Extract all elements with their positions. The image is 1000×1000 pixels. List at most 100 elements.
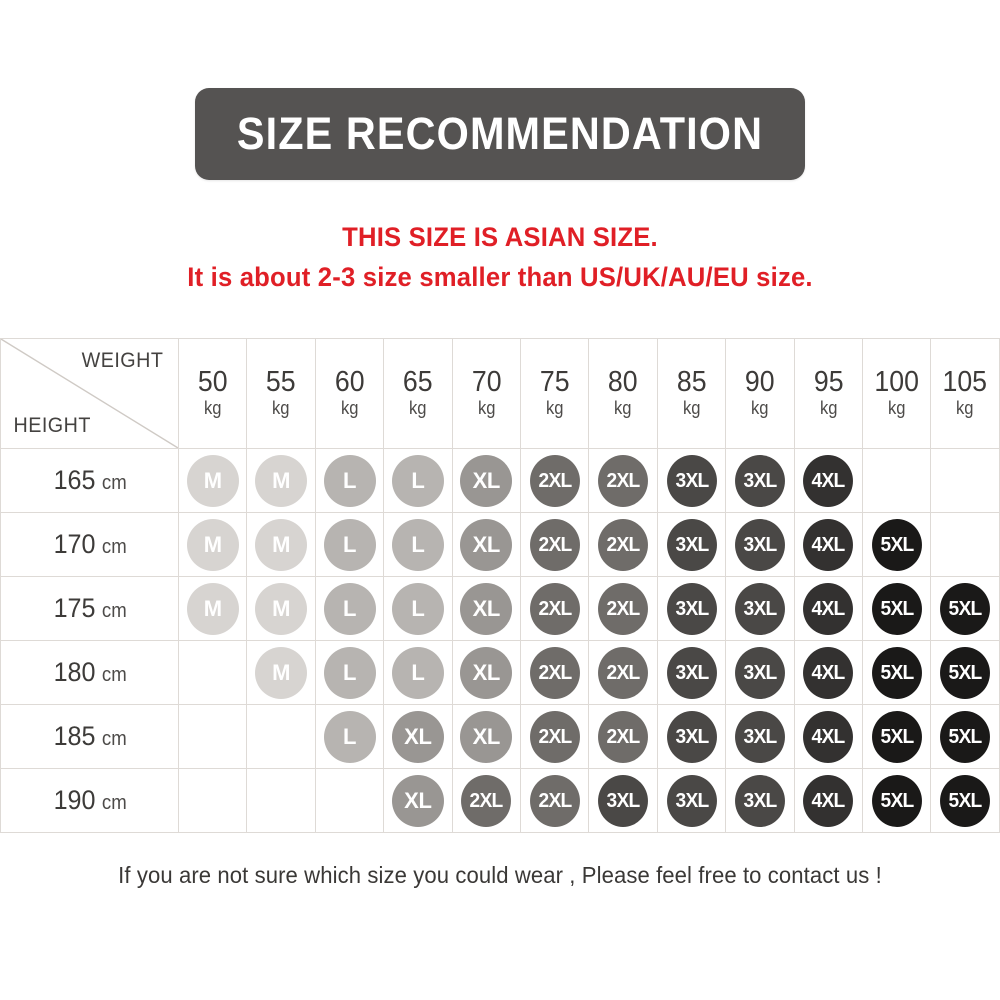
- weight-unit: kg: [819, 397, 838, 418]
- table-row: 180 cm M L L XL 2XL 2XL 3XL 3XL 4XL 5XL 5XL: [0, 640, 1000, 705]
- size-badge: 3XL: [734, 710, 785, 763]
- weight-header-cell: 75 kg: [520, 338, 590, 449]
- size-cell: L: [314, 448, 385, 513]
- size-cell: L: [314, 576, 385, 641]
- size-badge: 5XL: [871, 582, 922, 635]
- size-cell: M: [246, 640, 316, 705]
- empty-placeholder: [187, 644, 239, 696]
- weight-unit: kg: [409, 397, 427, 418]
- size-cell: 2XL: [520, 768, 590, 833]
- height-axis-label: HEIGHT: [13, 414, 91, 437]
- weight-unit: kg: [340, 397, 359, 418]
- size-cell: L: [383, 448, 453, 513]
- notice-line-2: It is about 2-3 size smaller than US/UK/…: [187, 261, 813, 292]
- height-unit: cm: [101, 664, 127, 686]
- size-cell: M: [246, 512, 316, 577]
- weight-unit: kg: [888, 397, 906, 418]
- size-cell: 2XL: [588, 704, 658, 769]
- size-cell: 3XL: [725, 512, 795, 577]
- size-cell: XL: [383, 704, 453, 769]
- size-badge: 5XL: [871, 646, 922, 699]
- size-cell: 2XL: [520, 640, 590, 705]
- table-row: 175 cm M M L L XL 2XL 2XL 3XL 3XL 4XL 5XL 5XL: [0, 576, 1000, 641]
- size-badge: 4XL: [803, 518, 854, 571]
- height-value: 165: [53, 465, 96, 495]
- height-value: 190: [53, 785, 96, 815]
- corner-header-cell: WEIGHT HEIGHT: [0, 338, 179, 449]
- size-cell: 5XL: [930, 640, 1000, 705]
- size-badge: L: [391, 646, 444, 699]
- size-badge: L: [323, 646, 376, 699]
- size-badge: 3XL: [734, 646, 785, 699]
- size-cell: M: [246, 576, 316, 641]
- size-cell-empty: [314, 768, 385, 833]
- size-cell: L: [314, 640, 385, 705]
- size-cell: XL: [451, 576, 522, 641]
- size-cell: 2XL: [588, 640, 658, 705]
- size-cell: 2XL: [520, 512, 590, 577]
- size-badge: 3XL: [734, 774, 785, 827]
- size-badge: L: [323, 582, 376, 635]
- size-badge: L: [391, 518, 444, 571]
- size-badge: M: [255, 518, 308, 571]
- size-badge: 2XL: [529, 582, 580, 635]
- weight-value: 95: [813, 365, 844, 398]
- size-cell: XL: [383, 768, 453, 833]
- size-cell: 4XL: [793, 704, 864, 769]
- size-cell-empty: [930, 448, 1000, 513]
- weight-unit: kg: [682, 397, 701, 418]
- weight-header-cell: 105 kg: [930, 338, 1000, 449]
- size-badge: L: [391, 454, 444, 507]
- size-cell: 5XL: [862, 640, 932, 705]
- size-cell: 5XL: [930, 704, 1000, 769]
- size-badge: 2XL: [598, 454, 649, 507]
- height-header-cell: 180 cm: [0, 640, 179, 705]
- size-cell-empty: [246, 768, 316, 833]
- size-badge: M: [255, 646, 308, 699]
- size-badge: 4XL: [803, 774, 854, 827]
- height-unit: cm: [101, 536, 127, 558]
- weight-unit: kg: [614, 397, 632, 418]
- weight-axis-label: WEIGHT: [81, 349, 164, 372]
- size-badge: 2XL: [598, 518, 649, 571]
- size-table-container: WEIGHT HEIGHT 50 kg 55 kg 60 kg 65 kg 70 kg 75 kg 80 kg…: [0, 338, 1000, 833]
- size-cell-empty: [246, 704, 316, 769]
- height-value: 185: [53, 721, 96, 751]
- size-cell: XL: [451, 704, 522, 769]
- size-cell-empty: [862, 448, 932, 513]
- empty-placeholder: [187, 708, 239, 760]
- weight-value: 85: [676, 365, 707, 398]
- size-cell: 4XL: [793, 512, 864, 577]
- size-cell: 3XL: [656, 448, 727, 513]
- size-cell: 5XL: [930, 768, 1000, 833]
- size-cell: 4XL: [793, 768, 864, 833]
- size-cell: L: [314, 512, 385, 577]
- size-cell: 3XL: [725, 640, 795, 705]
- size-badge: L: [323, 710, 376, 763]
- size-badge: 3XL: [734, 454, 785, 507]
- size-badge: 5XL: [871, 774, 922, 827]
- size-badge: 2XL: [529, 518, 580, 571]
- weight-unit: kg: [545, 397, 564, 418]
- weight-value: 100: [874, 365, 920, 398]
- corner-diagonal-divider-icon: [1, 339, 178, 448]
- table-row: 190 cm XL 2XL 2XL 3XL 3XL 3XL 4XL 5XL 5XL: [0, 768, 1000, 833]
- page-title: SIZE RECOMMENDATION: [236, 108, 764, 159]
- size-cell: 5XL: [862, 576, 932, 641]
- weight-unit: kg: [203, 397, 222, 418]
- table-header-row: WEIGHT HEIGHT 50 kg 55 kg 60 kg 65 kg 70 kg 75 kg 80 kg…: [0, 338, 1000, 449]
- size-badge: 5XL: [871, 710, 922, 763]
- height-header-cell: 175 cm: [0, 576, 179, 641]
- size-badge: M: [186, 582, 239, 635]
- size-badge: 5XL: [940, 710, 991, 763]
- size-cell: 2XL: [451, 768, 522, 833]
- empty-placeholder: [255, 772, 307, 824]
- weight-header-cell: 50 kg: [177, 338, 248, 449]
- weight-value: 65: [403, 365, 433, 398]
- weight-header-cell: 65 kg: [383, 338, 453, 449]
- size-badge: 3XL: [666, 646, 717, 699]
- size-badge: 3XL: [666, 454, 717, 507]
- weight-value: 80: [608, 365, 638, 398]
- size-cell: XL: [451, 512, 522, 577]
